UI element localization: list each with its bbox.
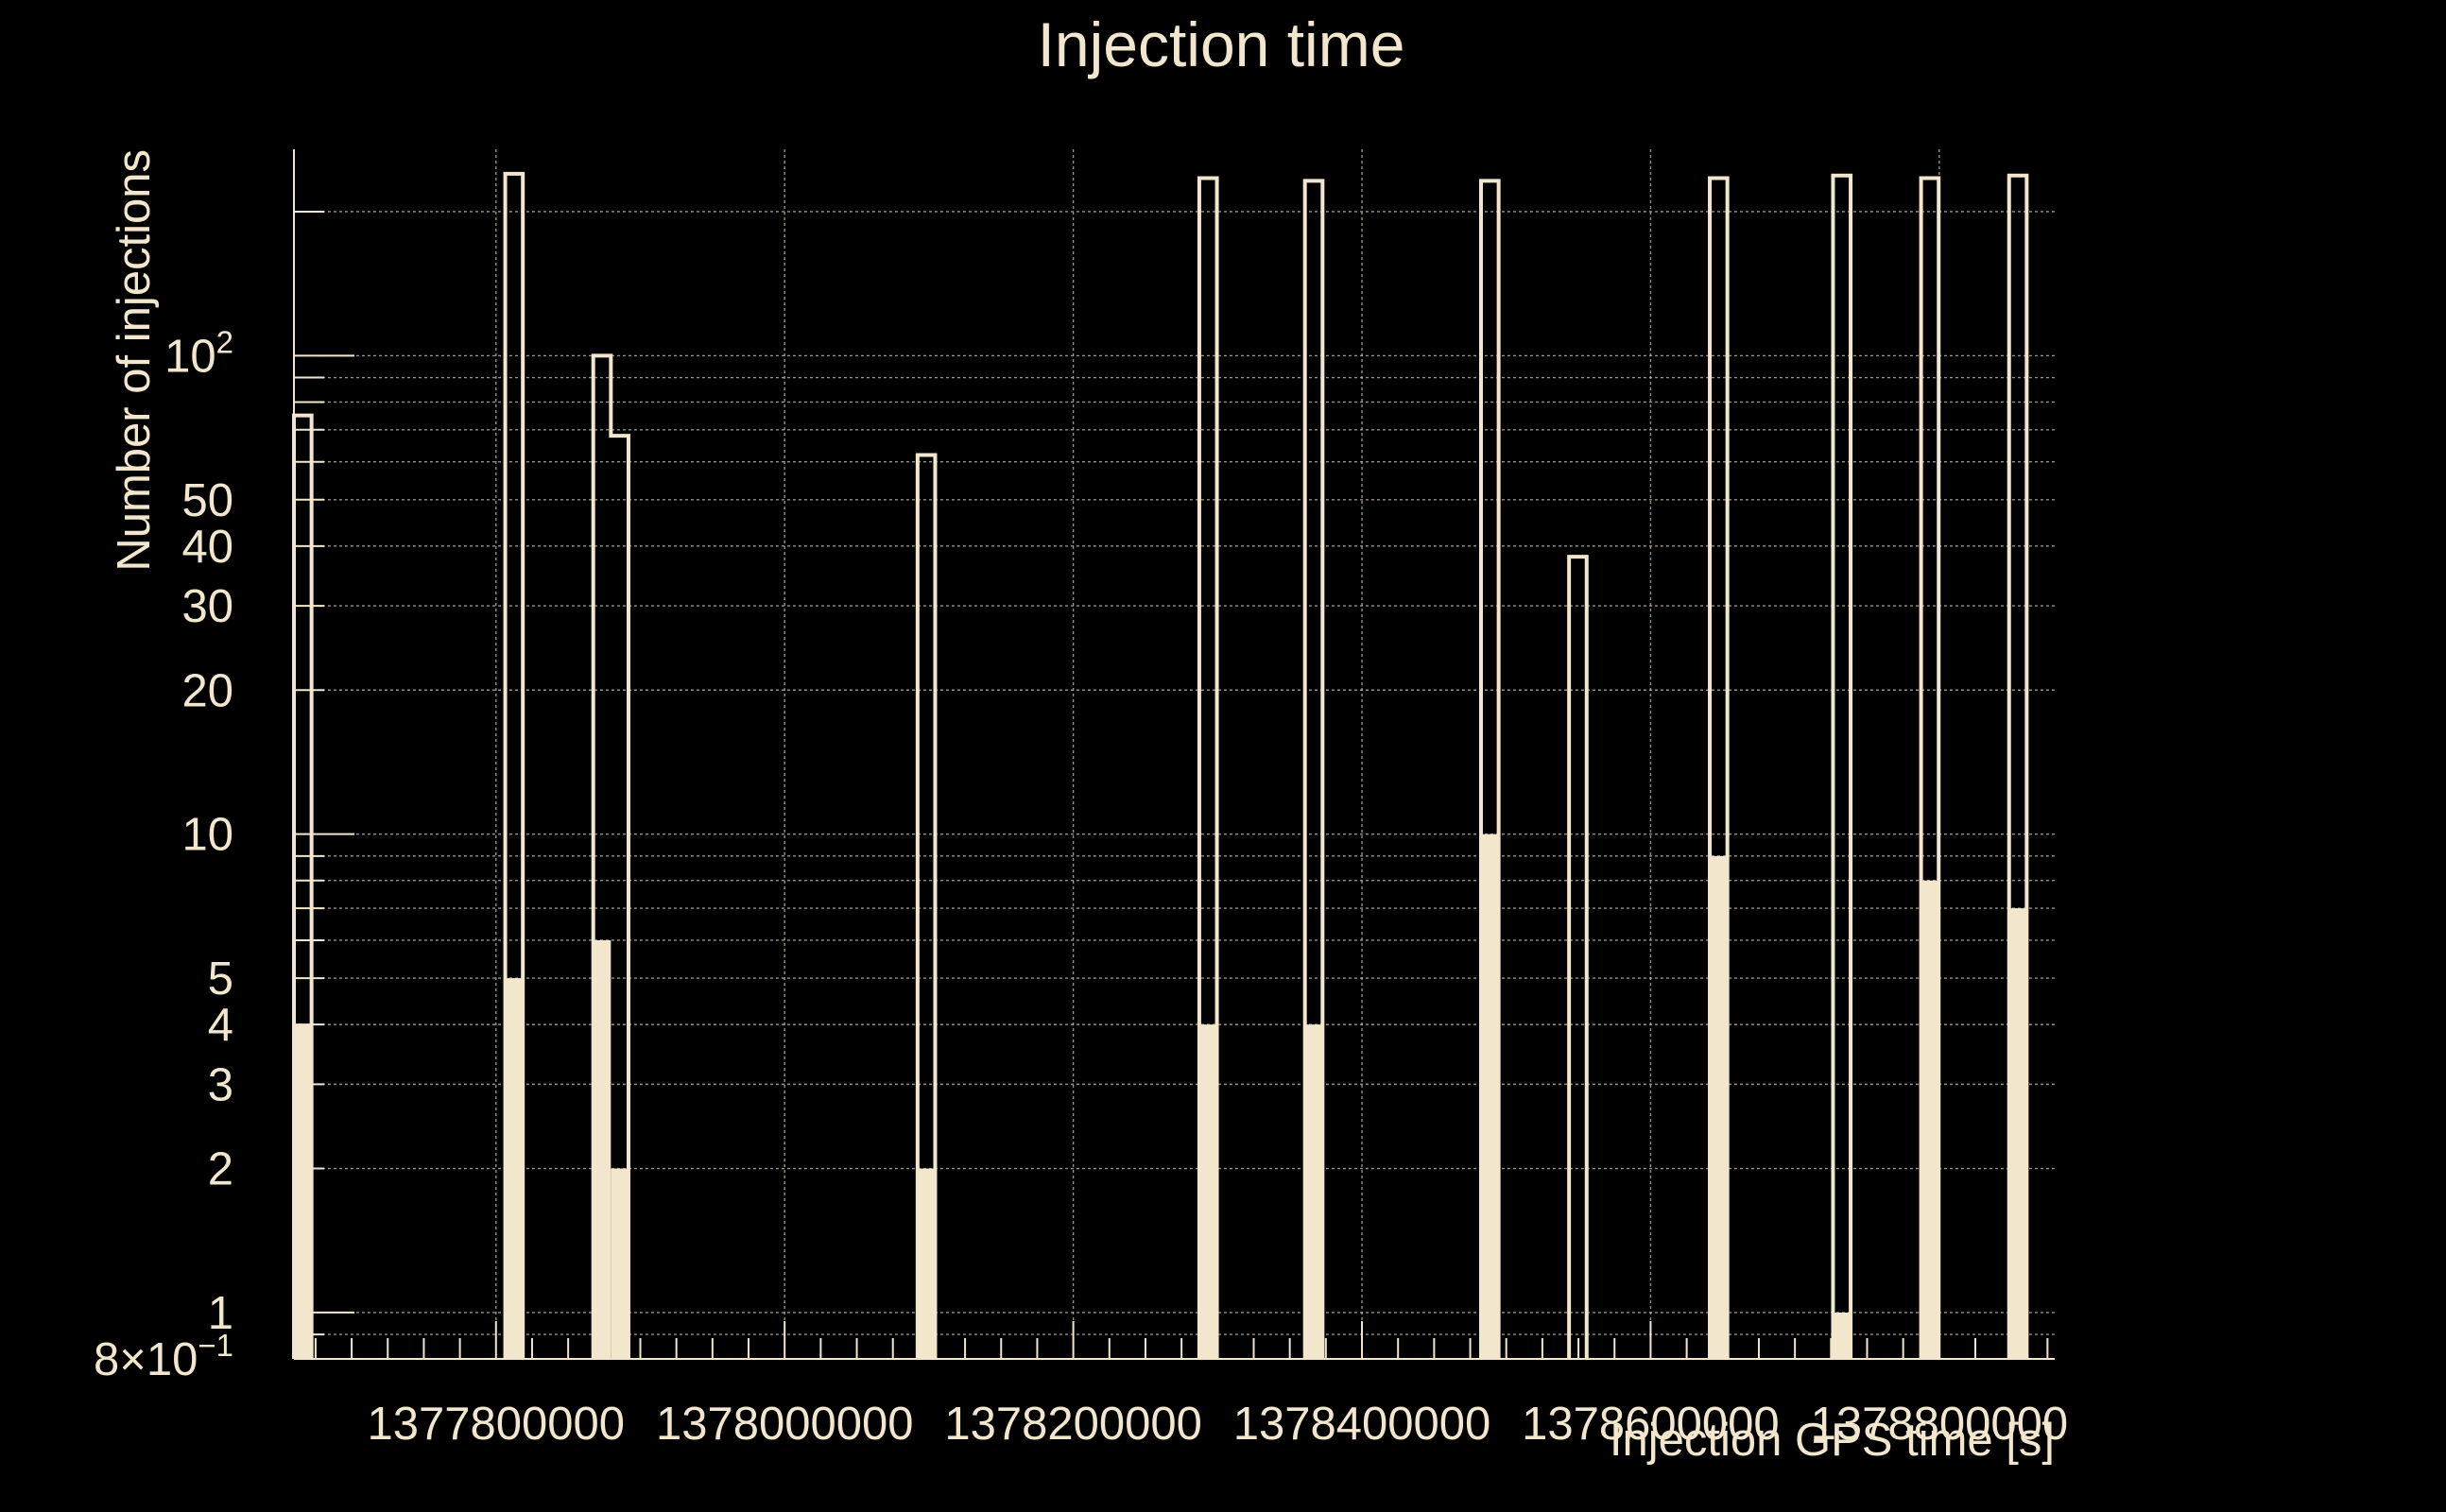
filled-bar: [917, 1168, 936, 1359]
x-tick-labels: 1377800000 1378000000 1378200000 1378400000…: [368, 1399, 2069, 1450]
outline-bar: [1479, 179, 1501, 1359]
x-tick-label: 1378000000: [656, 1399, 914, 1450]
y-tick-label: 10: [181, 810, 233, 861]
y-tick-label: 40: [181, 522, 233, 573]
y-tick-label: 30: [181, 581, 233, 632]
x-axis-label: Injection GPS time [s]: [1610, 1415, 2055, 1466]
filled-bars: [294, 833, 2027, 1359]
axes: [293, 149, 2055, 1360]
y-tick-label: 20: [181, 665, 233, 716]
x-tick-label: 1377800000: [368, 1399, 626, 1450]
outline-bars: [292, 171, 2029, 1359]
y-tick-label: 2: [208, 1144, 233, 1195]
outline-bar: [1708, 176, 1730, 1359]
y-tick-label: 3: [208, 1059, 233, 1110]
outline-bar: [503, 171, 525, 1359]
outline-bar: [1567, 555, 1589, 1359]
filled-bar: [1833, 1312, 1852, 1359]
x-tick-label: 1378800000: [1811, 1399, 2069, 1450]
x-tick-label: 1378400000: [1233, 1399, 1491, 1450]
y-tick-label: 8×10−1: [94, 1328, 233, 1385]
filled-bar: [2008, 908, 2027, 1359]
grid-layer: [294, 149, 2055, 1360]
filled-bar: [593, 939, 612, 1359]
outline-bar: [915, 453, 938, 1359]
filled-bar: [1710, 855, 1728, 1359]
chart-title: Injection time: [1038, 9, 1405, 79]
y-tick-label: 5: [208, 954, 233, 1005]
outline-bar: [1197, 176, 1219, 1359]
outline-bar: [2007, 173, 2029, 1359]
x-tick-label: 1378600000: [1522, 1399, 1780, 1450]
outline-bar: [591, 353, 630, 1359]
outline-bar: [1302, 179, 1325, 1359]
y-tick-label: 102: [164, 324, 233, 382]
filled-bar: [505, 978, 524, 1359]
filled-bar: [1921, 880, 1939, 1359]
filled-bar: [611, 1168, 629, 1359]
y-tick-label: 50: [181, 475, 233, 526]
y-tick-label: 4: [208, 1000, 233, 1051]
filled-bar: [1480, 833, 1499, 1359]
filled-bar: [1198, 1024, 1217, 1359]
outline-bar: [1919, 176, 1941, 1359]
x-tick-label: 1378200000: [944, 1399, 1202, 1450]
filled-bar: [294, 1024, 312, 1359]
y-axis-label: Number of injections: [109, 149, 160, 572]
y-tick-label: 1: [208, 1288, 233, 1339]
outline-bar: [1831, 173, 1853, 1359]
filled-bar: [1304, 1024, 1323, 1359]
